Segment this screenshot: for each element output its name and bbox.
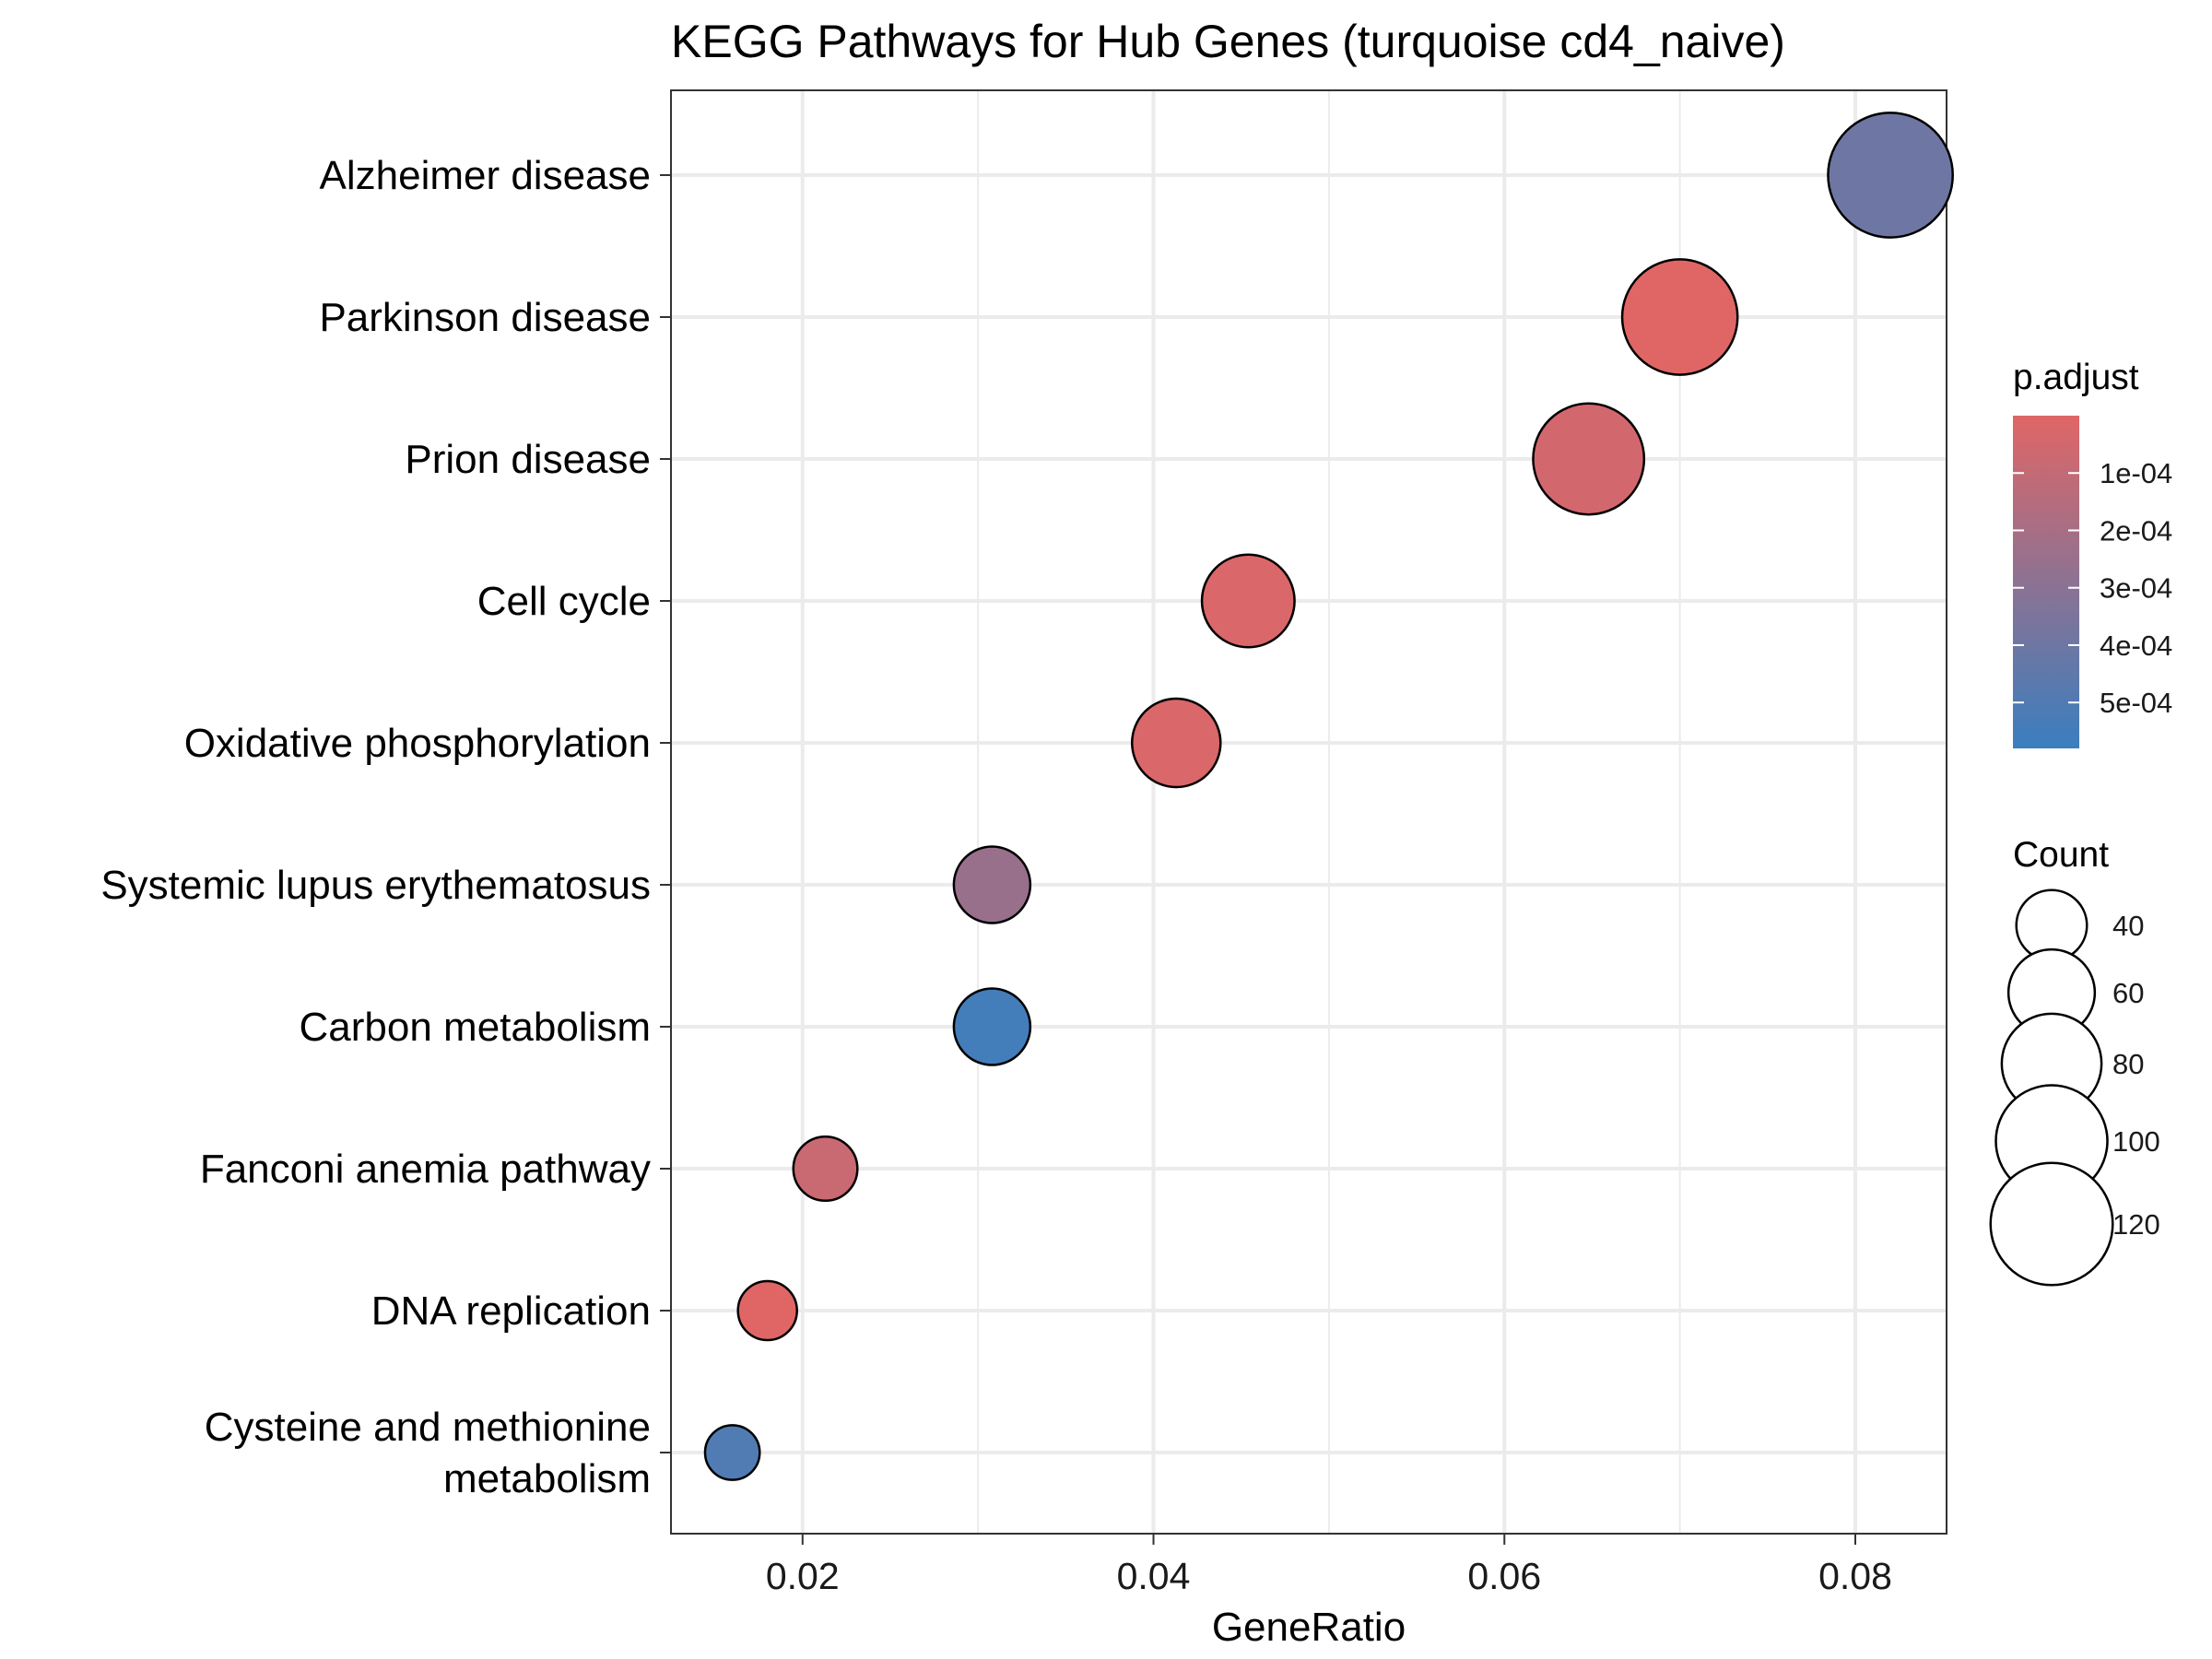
y-tick-label: Fanconi anemia pathway bbox=[200, 1147, 651, 1192]
data-point bbox=[792, 1135, 859, 1203]
y-axis: Alzheimer disease Parkinson disease Prion … bbox=[100, 153, 671, 1501]
data-point bbox=[736, 1279, 798, 1342]
data-point bbox=[1532, 402, 1646, 516]
size-legend-label: 80 bbox=[2112, 1048, 2144, 1080]
data-point bbox=[1200, 553, 1296, 649]
y-tick-label: Cell cycle bbox=[477, 579, 651, 624]
colorbar-label: 5e-04 bbox=[2100, 687, 2172, 719]
size-legend-key bbox=[1989, 1161, 2114, 1287]
x-tick-label: 0.06 bbox=[1467, 1555, 1541, 1597]
size-legend-label: 60 bbox=[2112, 977, 2144, 1009]
x-tick-label: 0.08 bbox=[1818, 1555, 1892, 1597]
size-legend-label: 120 bbox=[2112, 1208, 2160, 1241]
grid-lines bbox=[671, 90, 1947, 1534]
p-adjust-legend: p.adjust 1e-04 2e-04 3e-04 4e-04 5e-04 bbox=[2013, 358, 2172, 748]
plot-panel-border bbox=[670, 89, 1947, 1535]
x-tick-label: 0.02 bbox=[766, 1555, 840, 1597]
data-point bbox=[703, 1424, 761, 1481]
data-points bbox=[703, 112, 1954, 1481]
size-legend-label: 40 bbox=[2112, 910, 2144, 942]
y-tick-label: Cysteine and methionine metabolism bbox=[205, 1405, 651, 1501]
p-adjust-colorbar bbox=[2013, 416, 2079, 748]
data-point bbox=[1620, 258, 1739, 376]
y-tick-label: Oxidative phosphorylation bbox=[184, 721, 651, 766]
count-legend: Count 40 60 80 100 120 bbox=[1989, 835, 2160, 1287]
colorbar-label: 3e-04 bbox=[2100, 572, 2172, 605]
y-tick-label: Alzheimer disease bbox=[320, 153, 652, 198]
y-tick-label: Carbon metabolism bbox=[300, 1005, 652, 1050]
y-tick-label: DNA replication bbox=[371, 1288, 651, 1334]
data-point bbox=[1130, 697, 1222, 789]
x-tick-label: 0.04 bbox=[1117, 1555, 1191, 1597]
y-tick-label: Parkinson disease bbox=[319, 295, 651, 340]
data-point bbox=[952, 845, 1032, 924]
data-point bbox=[1827, 112, 1954, 239]
colorbar-label: 4e-04 bbox=[2100, 629, 2172, 662]
x-axis-title: GeneRatio bbox=[1212, 1605, 1406, 1650]
y-tick-label: Prion disease bbox=[405, 437, 651, 482]
size-legend-label: 100 bbox=[2112, 1125, 2160, 1158]
data-point bbox=[952, 987, 1032, 1066]
count-legend-title: Count bbox=[2013, 835, 2109, 875]
colorbar-label: 2e-04 bbox=[2100, 514, 2172, 547]
x-axis: 0.02 0.04 0.06 0.08 bbox=[766, 1534, 1892, 1597]
p-adjust-legend-title: p.adjust bbox=[2013, 358, 2139, 397]
chart-title: KEGG Pathways for Hub Genes (turquoise c… bbox=[671, 16, 1785, 67]
y-tick-label: Systemic lupus erythematosus bbox=[100, 863, 651, 908]
colorbar-label: 1e-04 bbox=[2100, 457, 2172, 489]
